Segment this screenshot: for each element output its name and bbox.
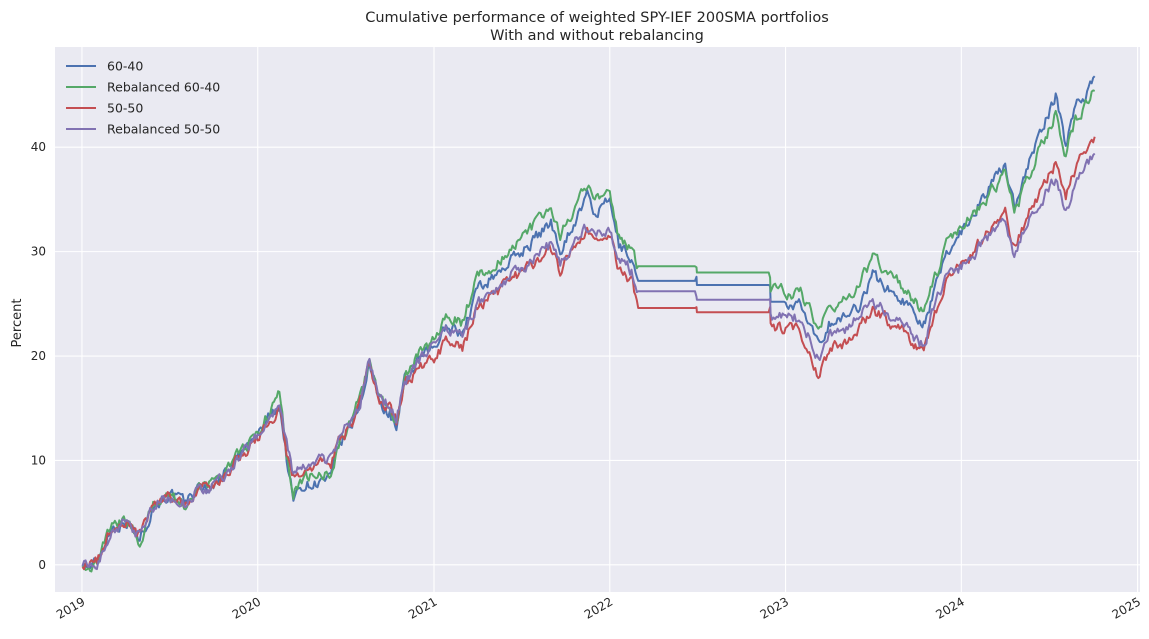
x-axis: 2019 2020 2021 2022 2023 2024 2025 xyxy=(54,594,1143,621)
legend-label: 60-40 xyxy=(107,59,143,74)
plot-area xyxy=(55,47,1140,592)
legend-label: Rebalanced 60-40 xyxy=(107,80,220,95)
legend-label: Rebalanced 50-50 xyxy=(107,122,220,137)
series-line xyxy=(81,152,1096,571)
x-tick-label: 2024 xyxy=(933,594,966,621)
series-line xyxy=(82,89,1096,573)
y-tick-label: 20 xyxy=(31,349,46,363)
x-tick-label: 2022 xyxy=(582,594,615,621)
chart-subtitle: With and without rebalancing xyxy=(490,28,704,44)
y-tick-label: 30 xyxy=(31,245,46,259)
x-tick-label: 2023 xyxy=(758,594,791,621)
x-tick-label: 2025 xyxy=(1110,594,1143,621)
y-tick-label: 40 xyxy=(31,140,46,154)
y-tick-label: 0 xyxy=(38,558,46,572)
legend-label: 50-50 xyxy=(107,101,143,116)
x-tick-label: 2020 xyxy=(230,594,263,621)
y-axis-label: Percent xyxy=(10,299,25,348)
series-lines xyxy=(81,75,1096,573)
chart-title: Cumulative performance of weighted SPY-I… xyxy=(365,10,829,26)
x-tick-label: 2019 xyxy=(54,594,87,621)
legend: 60-40 Rebalanced 60-40 50-50 Rebalanced 50-… xyxy=(66,59,220,137)
y-axis: 0 10 20 30 40 xyxy=(31,140,46,572)
y-tick-label: 10 xyxy=(31,453,46,467)
x-tick-label: 2021 xyxy=(406,594,439,621)
